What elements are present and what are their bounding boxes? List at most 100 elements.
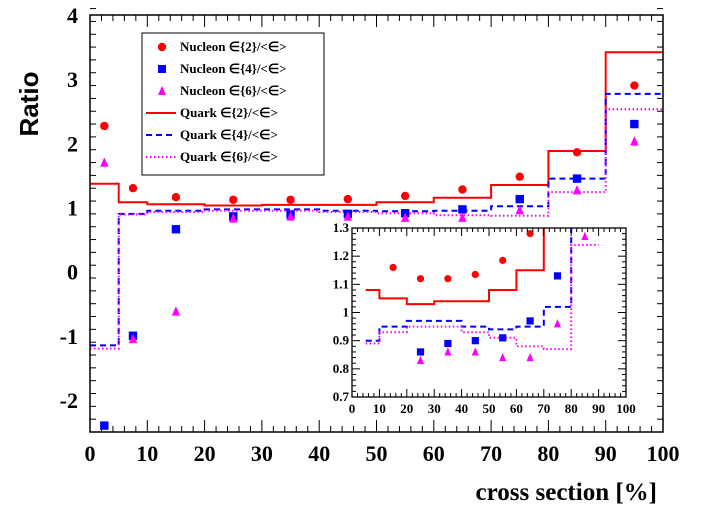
main-point-triangle-2-0 <box>100 157 109 167</box>
main-series-group <box>90 51 663 430</box>
inset-y-tick-label: 1.1 <box>333 276 349 291</box>
inset-series-group <box>365 228 599 364</box>
inset-point-square-1-0 <box>416 348 425 356</box>
main-point-circle-0-4 <box>286 195 295 204</box>
main-y-tick-label: 2 <box>67 131 78 156</box>
inset-point-square-1-4 <box>526 317 534 325</box>
main-point-square-1-9 <box>572 174 582 183</box>
main-y-tick-label: -1 <box>60 324 78 349</box>
main-point-square-1-10 <box>630 119 639 129</box>
main-point-triangle-2-7 <box>458 212 467 222</box>
legend-label: Quark ∈{2}/<∈> <box>180 105 278 120</box>
legend-marker-circle <box>157 42 167 52</box>
inset-background <box>345 228 625 398</box>
inset-point-triangle-2-6 <box>581 231 589 241</box>
legend: Nucleon ∈{2}/<∈> Nucleon ∈{4}/<∈> Nucleon … <box>141 32 325 176</box>
inset-y-tick-label: 1.2 <box>333 248 349 263</box>
inset-point-circle-0-0 <box>389 263 397 272</box>
main-x-tick-label: 70 <box>480 441 502 466</box>
main-point-circle-0-5 <box>343 194 353 204</box>
legend-label: Nucleon ∈{4}/<∈> <box>180 61 287 76</box>
inset-x-tick-label: 90 <box>592 401 605 416</box>
inset-axes: 0 10 20 30 40 50 60 70 80 90 100 0.7 0.8 0.9 1 1.1 1.2 1.… <box>333 220 636 416</box>
main-point-square-1-8 <box>515 194 524 204</box>
main-y-tick-label: 0 <box>67 260 78 285</box>
inset-x-tick-label: 60 <box>510 401 523 416</box>
main-y-tick-label: -2 <box>60 388 78 413</box>
inset-x-tick-label: 70 <box>537 401 550 416</box>
main-x-tick-label: 0 <box>85 441 96 466</box>
main-point-triangle-2-2 <box>171 306 181 316</box>
inset-x-tick-label: 100 <box>616 401 636 416</box>
legend-label: Quark ∈{6}/<∈> <box>180 149 278 164</box>
main-point-triangle-2-9 <box>572 184 582 195</box>
inset-point-square-1-3 <box>499 334 507 342</box>
main-point-square-1-7 <box>458 205 467 214</box>
main-point-triangle-2-3 <box>229 213 238 223</box>
main-step-line-3 <box>90 51 663 207</box>
main-point-circle-0-2 <box>171 192 181 202</box>
inset-point-triangle-2-5 <box>553 319 562 328</box>
main-y-tick-label: 3 <box>67 67 78 92</box>
main-x-tick-label: 80 <box>537 441 559 466</box>
main-point-square-1-2 <box>171 225 181 234</box>
legend-marker-square <box>158 65 166 73</box>
main-y-tick-label: 4 <box>67 3 78 28</box>
inset-point-square-1-2 <box>471 337 479 345</box>
legend-label: Quark ∈{4}/<∈> <box>180 127 278 142</box>
legend-label: Nucleon ∈{2}/<∈> <box>180 39 287 54</box>
main-point-circle-0-0 <box>100 121 109 131</box>
main-point-circle-0-9 <box>572 148 582 157</box>
inset-y-tick-label: 0.7 <box>333 389 350 404</box>
inset-y-tick-label: 0.9 <box>333 333 350 348</box>
inset-x-tick-label: 20 <box>400 401 413 416</box>
legend-label: Nucleon ∈{6}/<∈> <box>180 83 287 98</box>
inset-x-tick-label: 30 <box>428 401 441 416</box>
main-point-circle-0-8 <box>515 172 524 181</box>
legend-marker-triangle <box>158 86 166 95</box>
main-point-circle-0-1 <box>128 184 138 193</box>
y-axis-label: Ratio <box>14 72 44 137</box>
inset-y-tick-label: 1 <box>343 305 350 320</box>
inset-point-triangle-2-4 <box>526 352 534 362</box>
inset-point-square-1-1 <box>444 339 452 348</box>
main-y-tick-label: 1 <box>67 195 78 220</box>
main-point-circle-0-6 <box>400 191 410 201</box>
main-x-tick-label: 50 <box>366 441 388 466</box>
inset-y-tick-label: 1.3 <box>333 220 350 235</box>
main-point-triangle-2-10 <box>630 136 639 146</box>
inset-point-square-1-5 <box>553 272 562 280</box>
inset-point-triangle-2-0 <box>416 355 425 364</box>
inset-x-tick-label: 80 <box>565 401 578 416</box>
x-axis-label: cross section [%] <box>476 479 657 506</box>
inset-y-tick-label: 0.8 <box>333 361 350 376</box>
inset-x-tick-label: 50 <box>483 401 496 416</box>
inset-point-triangle-2-3 <box>499 352 507 362</box>
inset-point-circle-0-3 <box>471 270 479 279</box>
main-x-tick-label: 30 <box>251 441 273 466</box>
main-x-tick-label: 10 <box>136 441 158 466</box>
inset-point-circle-0-4 <box>499 256 507 264</box>
main-x-tick-label: 20 <box>194 441 216 466</box>
legend-box <box>141 32 325 176</box>
inset-point-circle-0-1 <box>416 275 425 283</box>
inset-point-circle-0-2 <box>444 275 452 283</box>
main-point-triangle-2-8 <box>515 204 524 215</box>
main-point-circle-0-7 <box>458 185 467 194</box>
inset-x-tick-label: 10 <box>373 401 386 416</box>
inset-step-line-3 <box>365 228 545 306</box>
main-step-line-5 <box>90 108 663 350</box>
main-point-square-1-0 <box>100 421 109 430</box>
main-point-triangle-2-6 <box>400 212 410 222</box>
main-point-triangle-2-4 <box>286 211 295 221</box>
inset-point-circle-0-5 <box>526 230 534 238</box>
inset-x-tick-label: 0 <box>349 401 356 416</box>
inset-point-triangle-2-1 <box>444 347 452 356</box>
main-x-tick-label: 90 <box>595 441 617 466</box>
main-step-line-4 <box>90 92 663 347</box>
main-x-tick-label: 40 <box>308 441 330 466</box>
main-point-circle-0-3 <box>229 195 238 204</box>
main-point-triangle-2-1 <box>128 333 138 344</box>
